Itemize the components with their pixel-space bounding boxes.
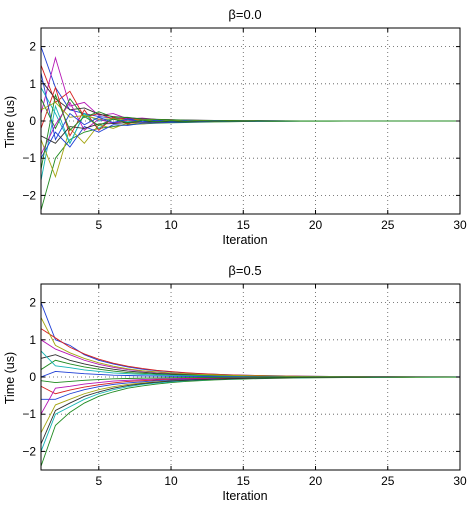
x-tick-label: 30 [453, 474, 467, 488]
y-tick-label: 1 [29, 333, 36, 347]
x-tick-label: 25 [381, 474, 395, 488]
subplot-beta-0-5: β=0.5 Iteration Time (us) 5 10 15 20 25 30−2−… [3, 263, 467, 503]
y-tick-label: 0 [29, 370, 36, 384]
y-tick-label: 0 [29, 114, 36, 128]
subplot-title: β=0.0 [228, 7, 261, 22]
subplot-beta-0: β=0.0 Iteration Time (us) 5 10 15 20 25 30−2−… [3, 7, 467, 247]
y-tick-label: −2 [22, 444, 36, 458]
series-line [41, 93, 460, 170]
x-tick-label: 5 [95, 218, 102, 232]
x-tick-label: 25 [381, 218, 395, 232]
x-tick-label: 20 [309, 218, 323, 232]
y-axis-label: Time (us) [3, 96, 17, 148]
y-tick-label: −1 [22, 407, 36, 421]
y-tick-label: 1 [29, 77, 36, 91]
x-axis-label: Iteration [222, 489, 267, 503]
series-line [41, 376, 460, 384]
x-tick-label: 20 [309, 474, 323, 488]
x-tick-label: 15 [237, 218, 251, 232]
y-tick-label: −1 [22, 151, 36, 165]
series-group [41, 46, 460, 211]
y-tick-label: 2 [29, 296, 36, 310]
x-tick-label: 10 [164, 218, 178, 232]
x-tick-label: 5 [95, 474, 102, 488]
x-tick-label: 15 [237, 474, 251, 488]
y-tick-label: −2 [22, 188, 36, 202]
y-axis-label: Time (us) [3, 352, 17, 404]
x-tick-label: 10 [164, 474, 178, 488]
x-tick-label: 30 [453, 218, 467, 232]
x-axis-label: Iteration [222, 233, 267, 247]
y-tick-label: 2 [29, 40, 36, 54]
subplot-title: β=0.5 [228, 263, 261, 278]
series-group [41, 302, 460, 467]
